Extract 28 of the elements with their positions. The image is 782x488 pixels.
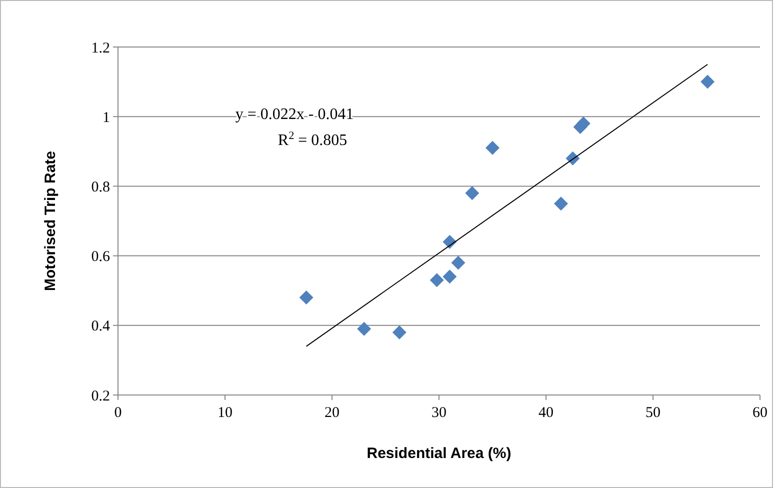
y-tick-label: 1: [102, 110, 110, 126]
point: [357, 322, 372, 336]
x-axis-title: Residential Area (%): [366, 445, 512, 462]
y-tick-label: 0.6: [91, 249, 110, 266]
y-tick-label: 0.8: [91, 179, 110, 196]
point: [442, 270, 457, 284]
x-tick-label: 30: [432, 405, 446, 421]
x-tick-label: 40: [538, 405, 554, 421]
x-tick-label: 20: [324, 405, 340, 421]
point: [700, 74, 715, 89]
point: [465, 186, 480, 200]
x-tick-label: 0: [114, 405, 122, 421]
point: [451, 256, 466, 270]
y-tick-label: 1.2: [91, 40, 110, 56]
x-tick-label: 10: [218, 405, 232, 421]
y-axis-title: Motorised Trip Rate: [42, 150, 59, 292]
point: [554, 196, 568, 211]
y-tick-label: 0.4: [91, 318, 110, 335]
point: [486, 140, 500, 155]
annotation: R$^{2}$ = 0.805: [278, 130, 348, 149]
point: [576, 116, 590, 131]
point: [299, 290, 314, 305]
x-tick-label: 50: [646, 405, 660, 421]
y-tick-label: 0.2: [91, 388, 110, 404]
x-tick-label: 60: [752, 405, 768, 421]
annotation: y = 0.022x - 0.041: [235, 106, 354, 123]
point: [430, 273, 444, 288]
point: [392, 325, 406, 340]
